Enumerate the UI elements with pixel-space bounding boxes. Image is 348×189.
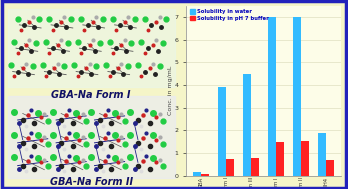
Text: GBA-Na Form II: GBA-Na Form II	[50, 177, 133, 187]
Bar	[293, 17, 301, 176]
Bar	[268, 17, 276, 176]
Bar	[326, 160, 334, 176]
Text: GBA-Na Form I: GBA-Na Form I	[52, 90, 131, 99]
Bar	[243, 74, 251, 176]
Bar	[301, 141, 309, 176]
Bar	[8, 9, 175, 87]
Legend: Solubility in water, Solubility in pH 7 buffer: Solubility in water, Solubility in pH 7 …	[189, 8, 270, 22]
Bar	[218, 87, 226, 176]
Bar	[8, 96, 175, 178]
Bar	[318, 133, 326, 176]
Bar	[276, 142, 284, 176]
Bar	[193, 172, 201, 176]
Y-axis label: Conc. in mg/mL: Conc. in mg/mL	[168, 66, 173, 115]
Bar	[201, 174, 209, 176]
Bar	[226, 159, 234, 176]
Bar	[251, 158, 259, 176]
